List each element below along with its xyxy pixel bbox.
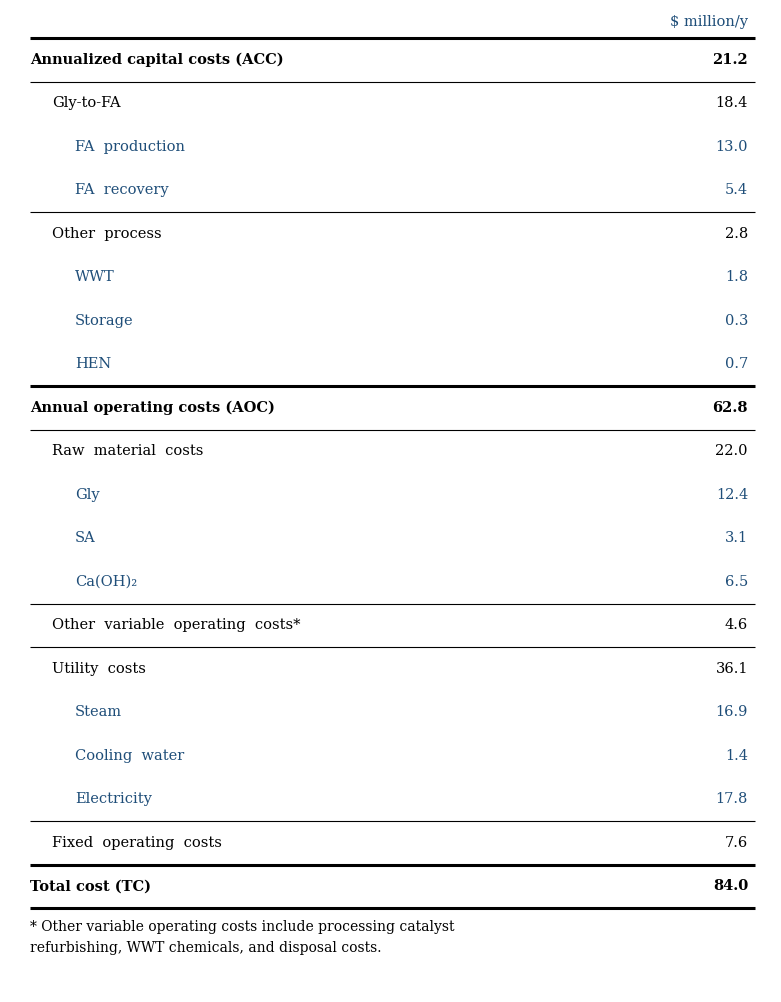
Text: 1.8: 1.8: [725, 271, 748, 285]
Text: SA: SA: [75, 531, 96, 545]
Text: Storage: Storage: [75, 314, 134, 328]
Text: Steam: Steam: [75, 705, 122, 719]
Text: Gly: Gly: [75, 488, 100, 502]
Text: 2.8: 2.8: [725, 226, 748, 240]
Text: FA  production: FA production: [75, 139, 185, 153]
Text: Utility  costs: Utility costs: [52, 661, 146, 675]
Text: 62.8: 62.8: [712, 401, 748, 415]
Text: WWT: WWT: [75, 271, 115, 285]
Text: Gly-to-FA: Gly-to-FA: [52, 96, 120, 110]
Text: 12.4: 12.4: [715, 488, 748, 502]
Text: 6.5: 6.5: [725, 575, 748, 589]
Text: 36.1: 36.1: [715, 661, 748, 675]
Text: 18.4: 18.4: [715, 96, 748, 110]
Text: HEN: HEN: [75, 358, 111, 372]
Text: $ million/y: $ million/y: [670, 15, 748, 29]
Text: 5.4: 5.4: [725, 183, 748, 197]
Text: 0.3: 0.3: [725, 314, 748, 328]
Text: Total cost (TC): Total cost (TC): [30, 879, 151, 893]
Text: 22.0: 22.0: [715, 444, 748, 458]
Text: Cooling  water: Cooling water: [75, 748, 184, 763]
Text: 84.0: 84.0: [713, 879, 748, 893]
Text: 0.7: 0.7: [725, 358, 748, 372]
Text: Ca(OH)₂: Ca(OH)₂: [75, 575, 137, 589]
Text: 16.9: 16.9: [715, 705, 748, 719]
Text: * Other variable operating costs include processing catalyst
refurbishing, WWT c: * Other variable operating costs include…: [30, 920, 455, 955]
Text: 1.4: 1.4: [725, 748, 748, 763]
Text: Other  variable  operating  costs*: Other variable operating costs*: [52, 618, 301, 632]
Text: 3.1: 3.1: [725, 531, 748, 545]
Text: 7.6: 7.6: [725, 836, 748, 850]
Text: Annual operating costs (AOC): Annual operating costs (AOC): [30, 401, 275, 415]
Text: Other  process: Other process: [52, 226, 162, 240]
Text: 13.0: 13.0: [715, 139, 748, 153]
Text: FA  recovery: FA recovery: [75, 183, 169, 197]
Text: Raw  material  costs: Raw material costs: [52, 444, 203, 458]
Text: 4.6: 4.6: [725, 618, 748, 632]
Text: 21.2: 21.2: [712, 53, 748, 67]
Text: 17.8: 17.8: [715, 793, 748, 807]
Text: Fixed  operating  costs: Fixed operating costs: [52, 836, 222, 850]
Text: Electricity: Electricity: [75, 793, 152, 807]
Text: Annualized capital costs (ACC): Annualized capital costs (ACC): [30, 52, 284, 67]
